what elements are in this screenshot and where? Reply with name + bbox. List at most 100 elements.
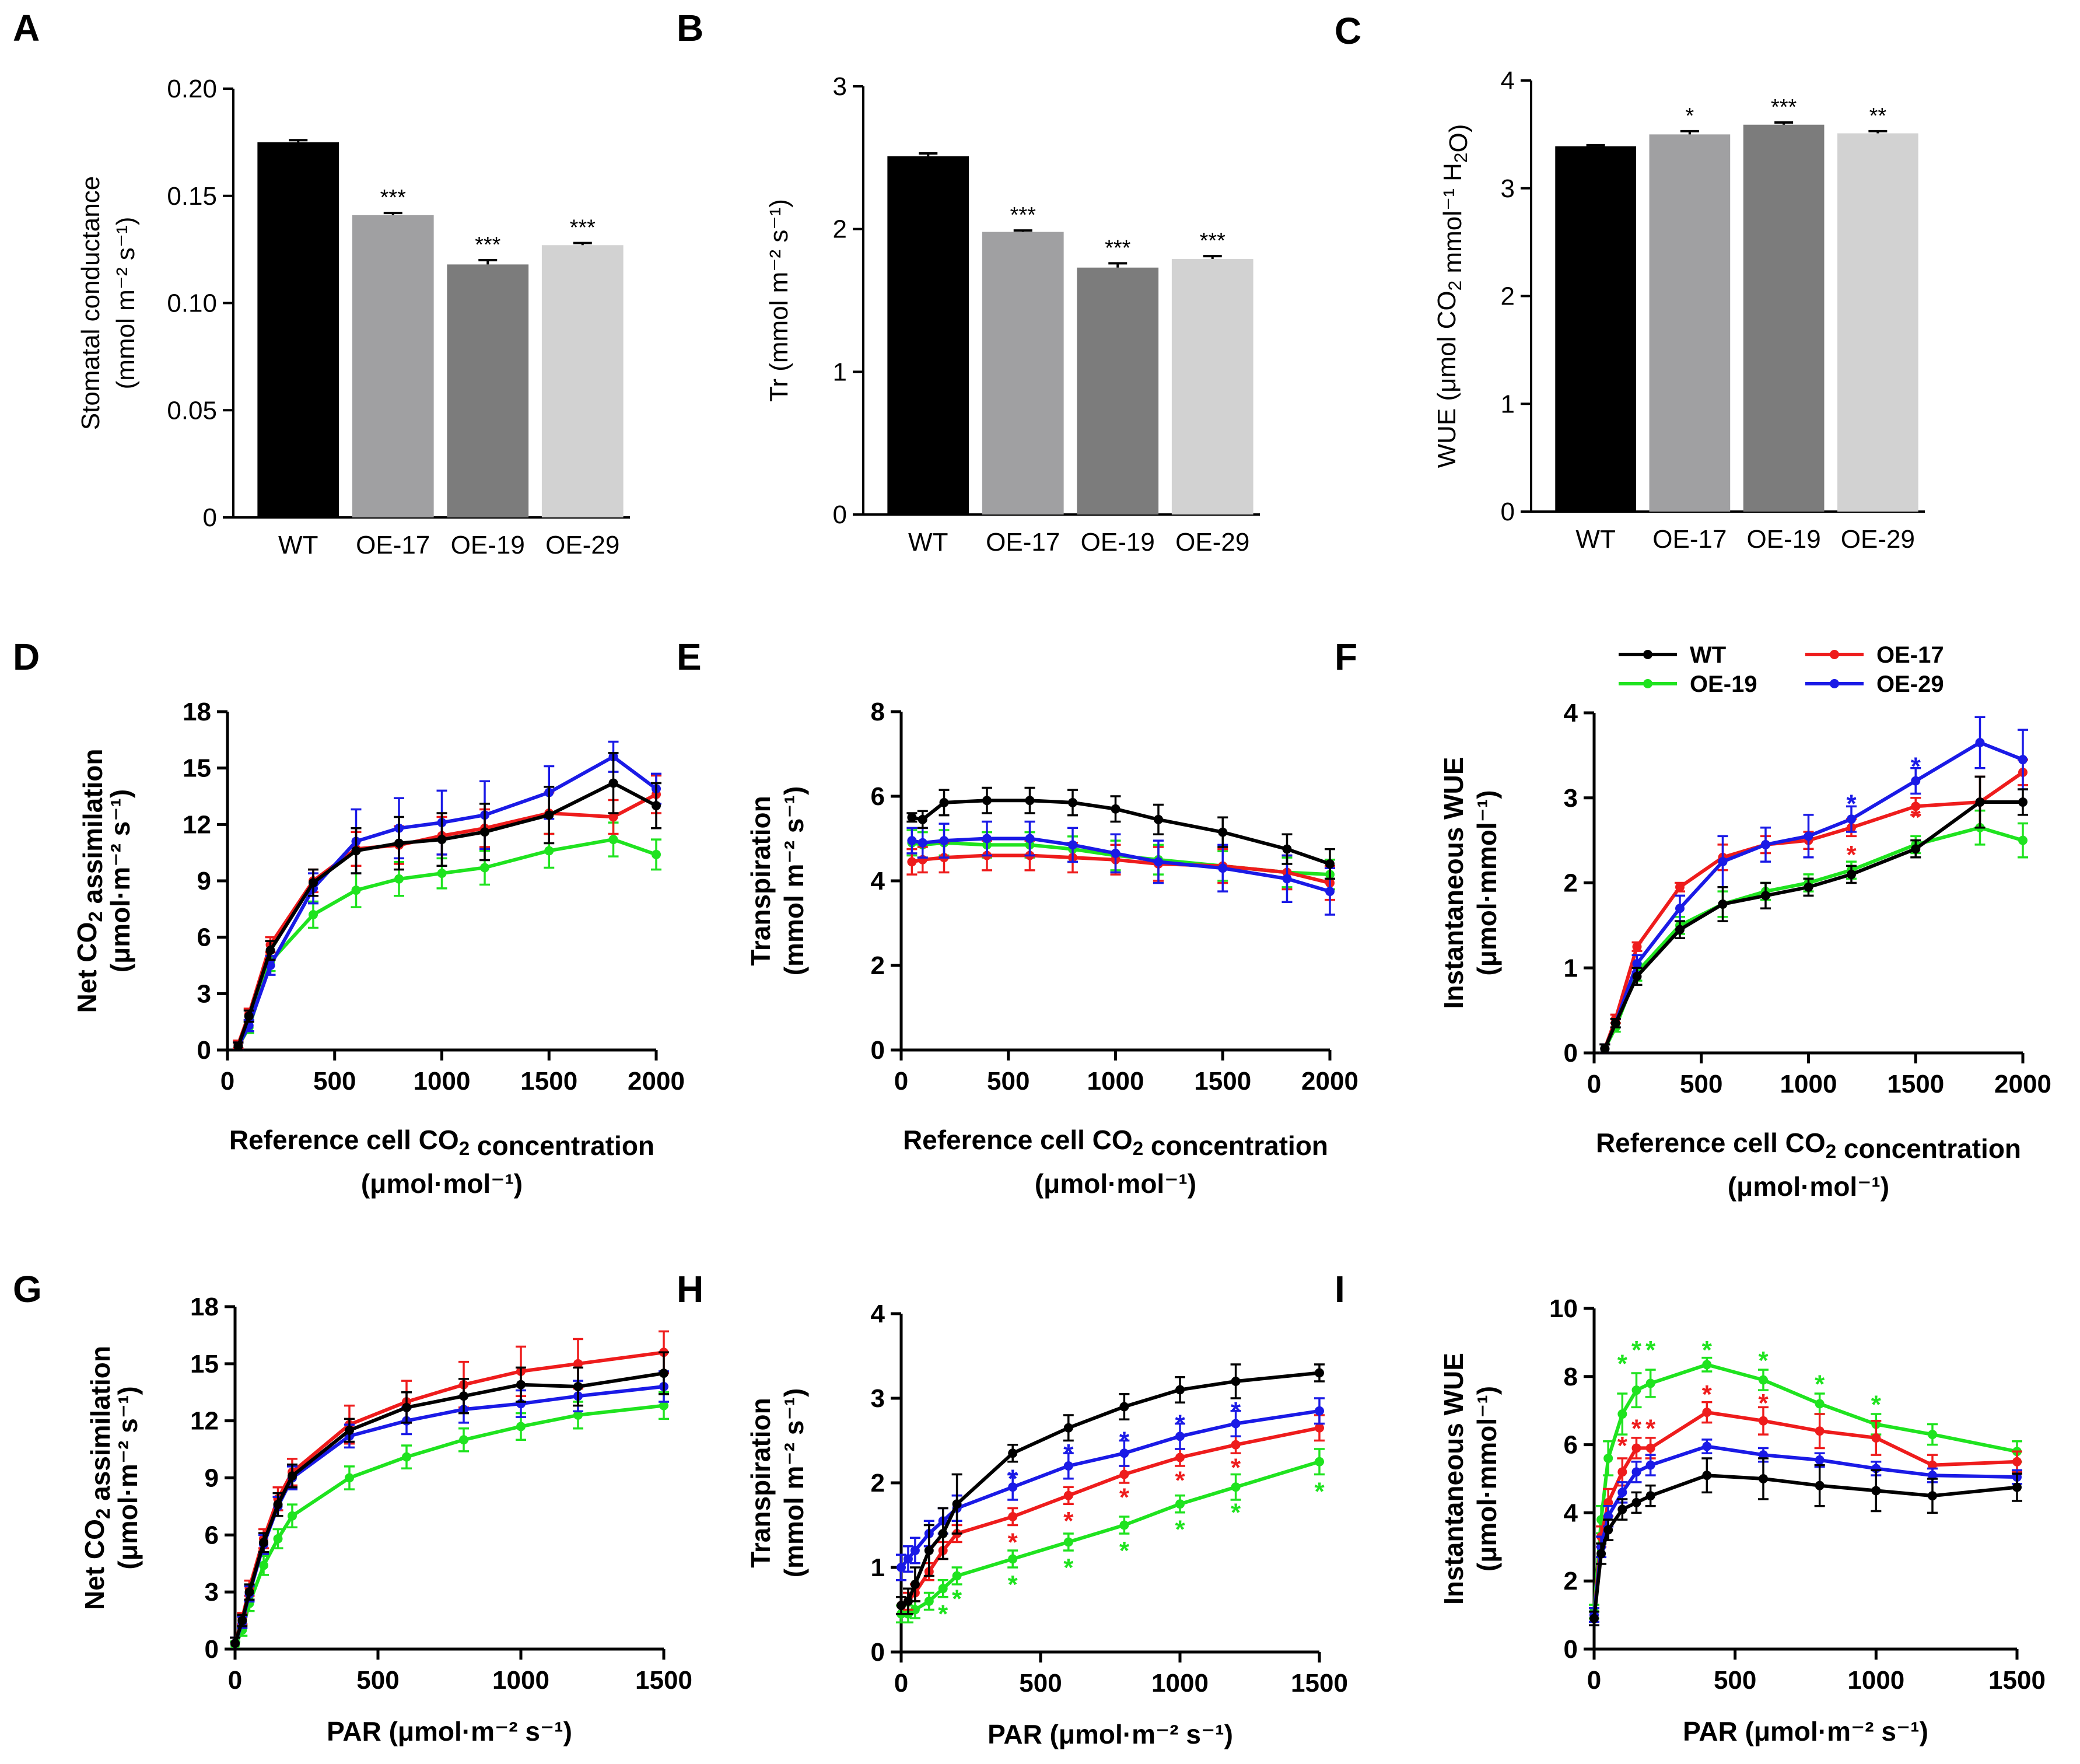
y-tick-label: 6 [871, 782, 885, 811]
x-tick-label: 500 [1714, 1666, 1756, 1695]
data-point [244, 1587, 254, 1597]
data-point [608, 812, 618, 822]
data-point [259, 1560, 268, 1570]
y-tick-label: 2 [871, 1469, 885, 1497]
panel-label: H [677, 1268, 703, 1310]
data-point [1631, 1443, 1641, 1453]
data-point [2018, 835, 2028, 845]
x-tick-label: 1000 [1847, 1666, 1904, 1695]
data-point [608, 835, 618, 845]
data-point [1617, 1409, 1627, 1419]
x-category-label: OE-19 [1081, 528, 1155, 556]
data-point [1315, 1423, 1324, 1433]
x-axis-label: PAR (μmol·m⁻² s⁻¹) [327, 1716, 572, 1746]
series-line [233, 1371, 664, 1644]
data-point [1119, 1448, 1129, 1458]
data-point [910, 1605, 920, 1615]
data-point [1928, 1460, 1937, 1470]
panel-g: G 0 3 6 9 12 15 18 0 500 1000 1500 Net CO2 assimilat… [13, 1268, 692, 1746]
series-oe-29 [896, 1397, 1325, 1581]
y-tick-label: 8 [871, 698, 885, 726]
x-tick-label: 2000 [628, 1067, 685, 1096]
data-point [1632, 958, 1642, 968]
significance-star: * [1063, 1439, 1074, 1468]
significance-star: * [1758, 1389, 1769, 1418]
y-tick-label: 18 [190, 1293, 219, 1321]
data-point [1617, 1504, 1627, 1514]
data-point [1645, 1378, 1655, 1388]
series-oe-19 [896, 1448, 1325, 1623]
panel-b: B 0 1 2 3 WT *** OE-17 *** OE-19 *** OE-29 Tr (mmol … [677, 7, 1260, 556]
x-category-label: OE-29 [1175, 528, 1249, 556]
data-point [394, 874, 404, 884]
data-point [544, 846, 554, 856]
series-line [233, 1385, 664, 1644]
bar-oe-29 [541, 245, 624, 517]
data-point [1063, 1423, 1073, 1433]
data-point [351, 886, 361, 895]
panel-label: A [13, 7, 40, 49]
significance-star: * [1231, 1454, 1241, 1482]
y-axis-unit: (mmol m⁻² s⁻¹) [779, 1388, 809, 1578]
significance-star: * [1175, 1516, 1185, 1544]
data-point [1231, 1377, 1241, 1386]
x-tick-label: 500 [1680, 1070, 1722, 1098]
y-axis-unit: (mmol m⁻² s⁻¹) [779, 786, 809, 976]
data-point [897, 1601, 906, 1611]
y-tick-label: 12 [190, 1407, 219, 1436]
data-point [1761, 839, 1770, 849]
data-point [1702, 1441, 1712, 1451]
data-point [897, 1563, 906, 1572]
y-tick-label: 0.15 [167, 182, 217, 211]
y-tick-label: 6 [205, 1521, 219, 1549]
data-point [1675, 882, 1685, 892]
series-line [901, 1460, 1320, 1616]
data-point [516, 1422, 526, 1432]
significance-star: * [1702, 1336, 1713, 1364]
data-point [918, 814, 927, 824]
y-tick-label: 6 [1564, 1431, 1578, 1460]
series-line [899, 1409, 1320, 1569]
data-point [1154, 857, 1163, 867]
x-axis-label: PAR (μmol·m⁻² s⁻¹) [988, 1719, 1233, 1749]
significance-star: * [1231, 1397, 1241, 1426]
data-point [1675, 925, 1685, 935]
data-point [938, 1584, 948, 1594]
data-point [1282, 874, 1292, 884]
data-point [1008, 1554, 1018, 1564]
data-point [1928, 1430, 1937, 1440]
significance-star: * [1617, 1350, 1628, 1378]
data-point [1175, 1499, 1185, 1509]
x-category-label: WT [1575, 525, 1615, 554]
data-point [939, 836, 949, 846]
y-tick-label: 10 [1549, 1294, 1578, 1323]
data-point [573, 1410, 583, 1420]
x-axis-unit: (μmol·mol⁻¹) [361, 1168, 523, 1199]
data-point [1871, 1486, 1881, 1496]
y-axis-unit: (μmol·mmol⁻¹) [1472, 1386, 1502, 1572]
x-tick-label: 1000 [1151, 1669, 1209, 1698]
y-axis-label: Stomatal conductance [76, 176, 105, 430]
x-tick-label: 1000 [492, 1666, 549, 1695]
data-point [573, 1359, 583, 1368]
data-point [1804, 882, 1813, 892]
significance-star: * [1645, 1415, 1656, 1443]
significance-star: * [1314, 1477, 1325, 1506]
data-point [1218, 863, 1228, 873]
bar-oe-19 [1743, 124, 1825, 512]
series-line [911, 836, 1330, 893]
data-point [652, 849, 661, 859]
data-point [1815, 1455, 1825, 1465]
series-wt [1589, 1457, 2022, 1626]
x-tick-label: 0 [1587, 1070, 1601, 1098]
data-point [345, 1425, 354, 1435]
x-axis-label: Reference cell CO2 concentration [1596, 1128, 2021, 1164]
series-line [911, 853, 1330, 885]
data-point [1631, 1385, 1641, 1395]
legend-label: WT [1690, 642, 1726, 668]
significance-star: * [1119, 1536, 1130, 1565]
x-category-label: WT [278, 531, 318, 559]
y-tick-label: 0.10 [167, 289, 217, 318]
data-point [1815, 1399, 1825, 1409]
